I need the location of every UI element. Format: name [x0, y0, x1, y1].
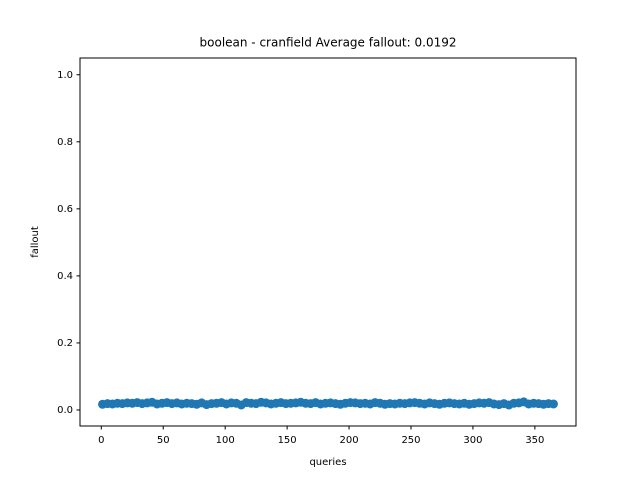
x-tick-label: 250: [401, 435, 420, 446]
x-tick-label: 200: [340, 435, 359, 446]
point: [548, 399, 558, 409]
y-tick-label: 0.8: [57, 137, 73, 148]
x-tick-label: 100: [216, 435, 235, 446]
y-tick-label: 0.4: [57, 271, 73, 282]
x-tick-label: 300: [463, 435, 482, 446]
plot-area: [98, 397, 558, 410]
chart-title: boolean - cranfield Average fallout: 0.0…: [200, 36, 457, 50]
y-tick-label: 0.0: [57, 405, 73, 416]
y-tick-label: 0.2: [57, 338, 73, 349]
x-tick-label: 0: [98, 435, 104, 446]
y-tick-label: 0.6: [57, 204, 73, 215]
y-tick-label: 1.0: [57, 70, 73, 81]
axes-frame: [79, 57, 577, 427]
x-tick-label: 50: [157, 435, 170, 446]
x-axis-label: queries: [309, 457, 346, 468]
x-tick-label: 150: [278, 435, 297, 446]
y-axis-label: fallout: [30, 226, 41, 258]
x-tick-label: 350: [525, 435, 544, 446]
